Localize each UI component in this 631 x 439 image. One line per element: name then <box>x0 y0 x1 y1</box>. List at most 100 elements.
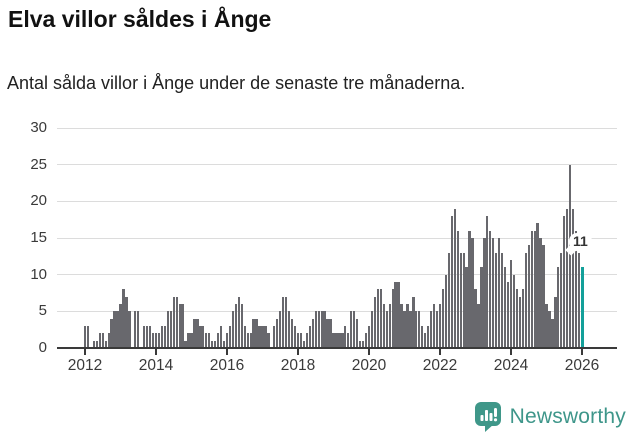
bar <box>551 318 554 349</box>
bar <box>447 252 451 349</box>
bar <box>338 333 341 349</box>
bar <box>326 318 329 349</box>
x-tick-mark <box>155 349 157 355</box>
bar <box>134 311 137 349</box>
bar <box>545 304 548 349</box>
value-callout: 11 <box>569 233 592 251</box>
bar <box>500 252 504 349</box>
bar <box>219 326 223 349</box>
bar <box>172 296 175 349</box>
bar <box>382 304 385 349</box>
bar <box>285 296 288 349</box>
bar <box>279 311 282 349</box>
y-tick-label: 25 <box>30 155 47 173</box>
bar <box>252 318 255 349</box>
bar <box>98 333 101 349</box>
bar <box>302 340 306 349</box>
x-tick-label: 2026 <box>564 357 600 374</box>
bar <box>394 282 397 349</box>
x-axis-line <box>57 347 617 349</box>
bar <box>391 289 394 349</box>
bar <box>305 333 309 349</box>
bar <box>154 333 158 349</box>
bar <box>287 311 291 349</box>
bar <box>151 333 155 349</box>
bar <box>406 304 409 349</box>
gridline <box>57 310 617 312</box>
bar <box>214 340 217 349</box>
bar <box>477 304 480 349</box>
bar <box>498 238 501 349</box>
bar <box>276 318 279 349</box>
bar <box>515 289 519 349</box>
bar <box>293 326 297 349</box>
bar <box>474 289 477 349</box>
bar <box>344 326 347 349</box>
bar <box>489 230 492 349</box>
bar <box>361 340 365 349</box>
bar <box>187 333 190 349</box>
y-tick-label: 15 <box>30 229 47 247</box>
bar <box>329 318 332 349</box>
bar <box>261 326 264 349</box>
bar <box>577 252 581 349</box>
bar <box>332 333 335 349</box>
bar <box>267 333 270 349</box>
bar <box>110 318 113 349</box>
bar <box>116 311 119 349</box>
bar <box>471 238 474 349</box>
bar <box>506 282 510 349</box>
bar <box>480 267 483 349</box>
bar <box>350 311 353 349</box>
bar <box>199 326 202 349</box>
bar <box>524 252 527 349</box>
x-tick-mark <box>510 349 512 355</box>
bar <box>554 296 557 349</box>
bar <box>157 333 161 349</box>
bar <box>512 274 516 349</box>
bar <box>542 245 545 349</box>
x-tick-label: 2024 <box>493 357 529 374</box>
bar <box>370 311 374 349</box>
bar <box>128 311 131 349</box>
bar <box>367 326 371 349</box>
bar <box>435 311 439 349</box>
bar <box>311 318 314 349</box>
bar <box>296 333 300 349</box>
bar <box>205 333 208 349</box>
gridline <box>57 127 617 129</box>
bar <box>308 326 311 349</box>
bar <box>104 340 107 349</box>
bar <box>234 304 238 349</box>
bar <box>486 216 489 349</box>
bar <box>483 238 486 349</box>
bar <box>92 340 96 349</box>
bar <box>86 326 90 349</box>
bar <box>560 252 563 349</box>
bar <box>119 304 122 349</box>
gridline <box>57 164 617 166</box>
newsworthy-logo[interactable]: Newsworthy <box>473 400 626 433</box>
bar <box>273 326 276 349</box>
bar <box>169 311 172 349</box>
y-tick-label: 20 <box>30 192 47 210</box>
bar <box>376 289 380 349</box>
bar <box>415 311 418 349</box>
newsworthy-bubble-icon <box>474 402 501 432</box>
page-title: Elva villor såldes i Ånge <box>8 6 272 32</box>
bar <box>412 296 415 349</box>
bar <box>193 318 196 349</box>
bar <box>231 311 235 349</box>
bar <box>228 326 232 349</box>
bar <box>166 311 169 349</box>
x-tick-mark <box>368 349 370 355</box>
bar <box>249 333 252 349</box>
bar <box>441 289 445 349</box>
bar <box>539 238 542 349</box>
bar <box>222 340 226 349</box>
bar <box>246 333 249 349</box>
bar <box>427 326 430 349</box>
bar <box>314 311 317 349</box>
bar <box>358 340 362 349</box>
bar <box>335 333 338 349</box>
